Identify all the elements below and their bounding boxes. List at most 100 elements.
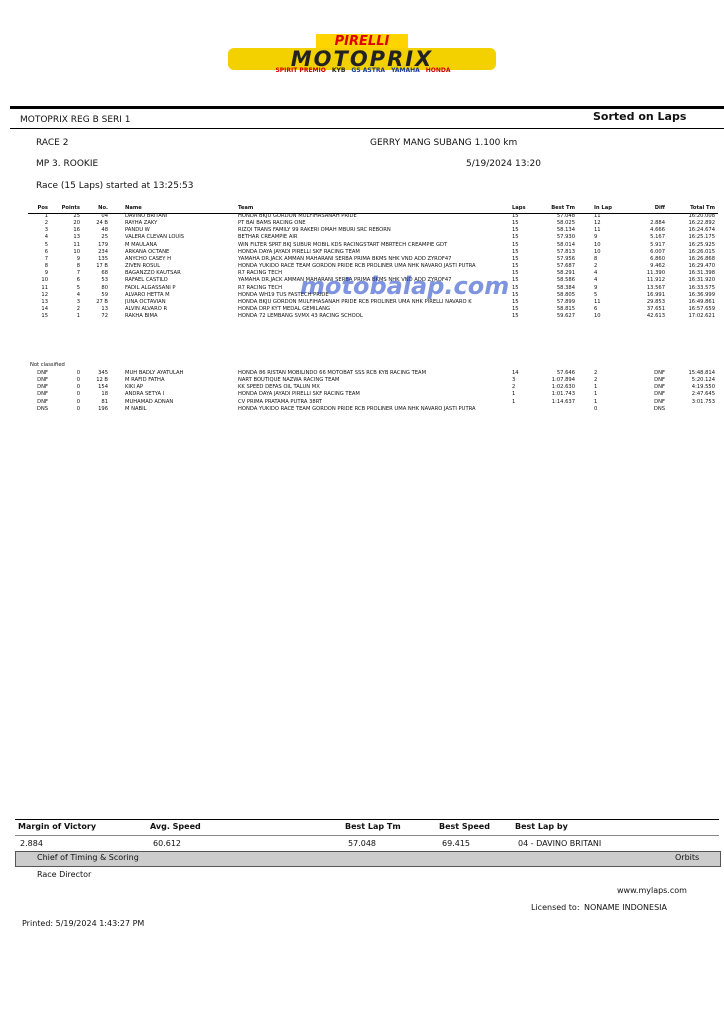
- name: M NABIL: [125, 405, 147, 412]
- total-time: 16:25.175: [688, 234, 716, 241]
- points: 2: [76, 305, 80, 312]
- best-time: 58.134: [556, 227, 575, 234]
- pos: 12: [41, 291, 48, 298]
- number: 234: [98, 248, 108, 255]
- team: HONDA 72 LEMBANG SVMX 43 RACING SCHOOL: [238, 313, 363, 320]
- total-time: 16:26.015: [688, 248, 716, 255]
- total-time: 16:49.861: [688, 298, 716, 305]
- team: HONDA DAYA JAYADI PIRELLI SKF RACING TEA…: [238, 391, 360, 398]
- in-lap: 11: [594, 298, 601, 305]
- number: 24 B: [96, 220, 108, 227]
- laps: 15: [512, 263, 519, 270]
- laps: 15: [512, 305, 519, 312]
- number: 135: [98, 255, 108, 262]
- start: Race (15 Laps) started at 13:25:53: [36, 181, 194, 191]
- name: PANDU W: [125, 227, 150, 234]
- name: ZIVEN ROSUL: [125, 263, 161, 270]
- points: 9: [76, 255, 80, 262]
- pos: DNF: [37, 384, 48, 391]
- team: HONDA BKJU GORDON MULFIHASANAH PRIDE: [238, 213, 357, 219]
- number: 12 B: [96, 377, 108, 384]
- number: 17 B: [96, 263, 108, 270]
- column-header: Best Tm: [551, 205, 575, 211]
- number: 48: [101, 227, 108, 234]
- sponsors: SPIRIT PREMIO KYB GS ASTRA YAMAHA HONDA: [230, 67, 496, 75]
- summary-value: 57.048: [348, 839, 376, 848]
- total-time: 16:36.999: [688, 291, 716, 298]
- sponsor: KYB: [331, 67, 346, 74]
- best-time: 58.291: [556, 270, 575, 277]
- licensee: NONAME INDONESIA: [584, 903, 667, 912]
- pos: 4: [44, 234, 48, 241]
- in-lap: 1: [594, 384, 598, 391]
- diff: 29.853: [646, 298, 665, 305]
- in-lap: 9: [594, 284, 598, 291]
- number: 13: [101, 305, 108, 312]
- number: 179: [98, 241, 108, 248]
- diff: DNF: [654, 384, 665, 391]
- name: DAVINO BRITANI: [125, 213, 168, 219]
- name: KIKI AP: [125, 384, 144, 391]
- pos: 2: [44, 220, 48, 227]
- number: 04: [101, 213, 108, 219]
- diff: 6.007: [650, 248, 665, 255]
- results-table: Pos Points No. Name Team Laps Best Tm In Lap Dif…: [0, 0, 724, 440]
- team: R7 RACING TECH: [238, 284, 283, 291]
- column-header: Laps: [512, 205, 526, 211]
- team: HONDA WH19 TUS FASTECH PRIDE: [238, 291, 329, 298]
- total-time: 16:26.868: [688, 255, 716, 262]
- laps: 15: [512, 270, 519, 277]
- total-time: 16:57.659: [688, 305, 716, 312]
- points: 3: [76, 298, 80, 305]
- in-lap: 11: [594, 227, 601, 234]
- pos: 13: [41, 298, 48, 305]
- race: RACE 2: [36, 138, 69, 148]
- in-lap: 5: [594, 291, 598, 298]
- site: www.mylaps.com: [617, 886, 687, 895]
- number: 154: [98, 384, 108, 391]
- number: 68: [101, 270, 108, 277]
- laps: 15: [512, 277, 519, 284]
- total-time: 16:31.398: [688, 270, 716, 277]
- chief-bar: [15, 851, 721, 867]
- number: 196: [98, 405, 108, 412]
- diff: 2.884: [650, 220, 665, 227]
- summary-label: Best Lap by: [515, 822, 568, 831]
- name: ALVIN ALVARO R: [125, 305, 168, 312]
- in-lap: 6: [594, 305, 598, 312]
- not-classified-label: Not classified: [30, 362, 65, 368]
- column-header: Name: [125, 205, 142, 211]
- diff: 37.651: [646, 305, 665, 312]
- name: ARKANA OCTANE: [125, 248, 170, 255]
- number: 59: [101, 291, 108, 298]
- team: KK SPEED DEFAS OIL TALUN MX: [238, 384, 320, 391]
- name: FADIL ALGASSANI P: [125, 284, 176, 291]
- laps: 15: [512, 291, 519, 298]
- name: RAYHA ZAKY: [125, 220, 158, 227]
- column-header: No.: [98, 205, 108, 211]
- number: 18: [101, 391, 108, 398]
- total-time: 4:19.550: [691, 384, 715, 391]
- sponsor: GS ASTRA: [351, 67, 386, 74]
- points: 0: [76, 370, 80, 376]
- class: MP 3. ROOKIE: [36, 159, 99, 169]
- diff: 16.991: [646, 291, 665, 298]
- track: GERRY MANG SUBANG 1.100 km: [370, 138, 518, 148]
- team: PT BAI BAMS RACING ONE: [238, 220, 306, 227]
- number: 81: [101, 398, 108, 405]
- column-header: In Lap: [594, 205, 612, 211]
- summary-value: 69.415: [442, 839, 470, 848]
- pos: DNF: [37, 398, 48, 405]
- date: 5/19/2024 13:20: [466, 159, 541, 169]
- name: ANDRA SETYA I: [125, 391, 165, 398]
- name: M RAFID FATHA: [125, 377, 165, 384]
- points: 0: [76, 384, 80, 391]
- total-time: 17:02.621: [688, 313, 716, 320]
- pos: 11: [41, 284, 48, 291]
- diff: 9.462: [650, 263, 665, 270]
- in-lap: 10: [594, 248, 601, 255]
- pos: DNF: [37, 370, 48, 376]
- sponsor: HONDA: [425, 67, 451, 74]
- in-lap: 9: [594, 234, 598, 241]
- points: 11: [73, 241, 80, 248]
